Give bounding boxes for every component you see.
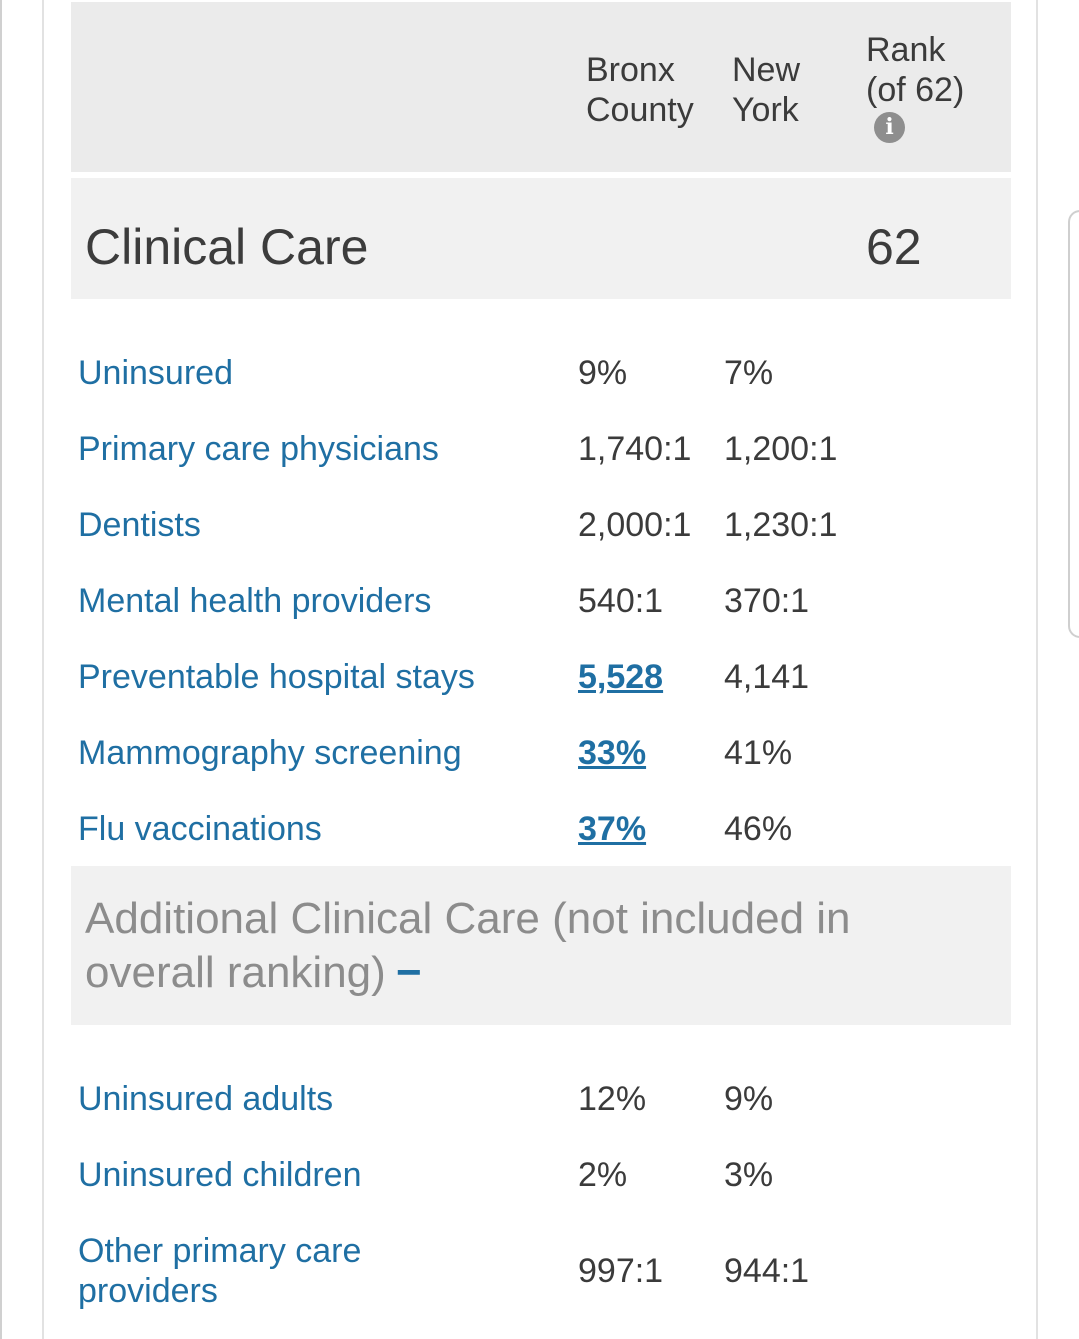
county-value-link[interactable]: 5,528 xyxy=(578,658,664,696)
section-header xyxy=(71,178,1011,299)
measure-uninsured-adults[interactable]: Uninsured adults xyxy=(78,1080,334,1118)
measure-label-line2: providers xyxy=(78,1272,218,1310)
column-header-state-line2: York xyxy=(732,91,799,129)
state-value: 9% xyxy=(724,1080,774,1118)
section-rank: 62 xyxy=(866,219,922,275)
county-value: 9% xyxy=(578,354,628,392)
info-circle-icon[interactable]: i xyxy=(874,112,905,143)
state-value: 370:1 xyxy=(724,582,810,620)
county-value: 12% xyxy=(578,1080,647,1118)
additional-section-title-text: Additional Clinical Care (not included i… xyxy=(85,894,851,997)
state-value: 3% xyxy=(724,1156,774,1194)
measure-flu-vaccinations[interactable]: Flu vaccinations xyxy=(78,810,322,848)
column-header-county: Bronx County xyxy=(586,50,694,130)
column-header-county-line2: County xyxy=(586,91,694,129)
county-value-link[interactable]: 37% xyxy=(578,810,647,848)
measure-uninsured[interactable]: Uninsured xyxy=(78,354,233,392)
collapse-toggle[interactable]: − xyxy=(395,948,422,997)
measure-label-line1: Other primary care xyxy=(78,1232,362,1270)
measure-mammography-screening[interactable]: Mammography screening xyxy=(78,734,462,772)
county-value: 2,000:1 xyxy=(578,506,692,544)
county-value: 997:1 xyxy=(578,1252,664,1290)
column-header-state-line1: New xyxy=(732,51,801,89)
county-value: 540:1 xyxy=(578,582,664,620)
state-value: 1,200:1 xyxy=(724,430,838,468)
additional-section-header xyxy=(71,866,1011,1025)
column-header-state: New York xyxy=(732,50,800,130)
measure-mental-health-providers[interactable]: Mental health providers xyxy=(78,582,432,620)
section-title: Clinical Care xyxy=(85,219,369,275)
county-value: 1,740:1 xyxy=(578,430,692,468)
measure-preventable-hospital-stays[interactable]: Preventable hospital stays xyxy=(78,658,475,696)
state-value: 46% xyxy=(724,810,793,848)
county-value-link[interactable]: 33% xyxy=(578,734,647,772)
measure-uninsured-children[interactable]: Uninsured children xyxy=(78,1156,362,1194)
column-header-rank-line2: (of 62) xyxy=(866,71,965,109)
state-value: 7% xyxy=(724,354,774,392)
state-value: 1,230:1 xyxy=(724,506,838,544)
table-header xyxy=(71,2,1011,172)
page-edge-line xyxy=(0,0,2,1339)
state-value: 41% xyxy=(724,734,793,772)
column-header-rank: Rank (of 62) xyxy=(866,30,964,110)
column-header-county-line1: Bronx xyxy=(586,51,675,89)
column-header-rank-line1: Rank xyxy=(866,31,946,69)
measure-other-primary-care-providers[interactable]: Other primary care providers xyxy=(78,1231,361,1311)
card-right-border xyxy=(1036,0,1038,1339)
state-value: 4,141 xyxy=(724,658,810,696)
additional-section-title[interactable]: Additional Clinical Care (not included i… xyxy=(85,892,985,1000)
card-left-border xyxy=(42,0,44,1339)
scroll-handle[interactable] xyxy=(1068,210,1079,638)
measure-dentists[interactable]: Dentists xyxy=(78,506,201,544)
state-value: 944:1 xyxy=(724,1252,810,1290)
county-value: 2% xyxy=(578,1156,628,1194)
measure-primary-care-physicians[interactable]: Primary care physicians xyxy=(78,430,439,468)
